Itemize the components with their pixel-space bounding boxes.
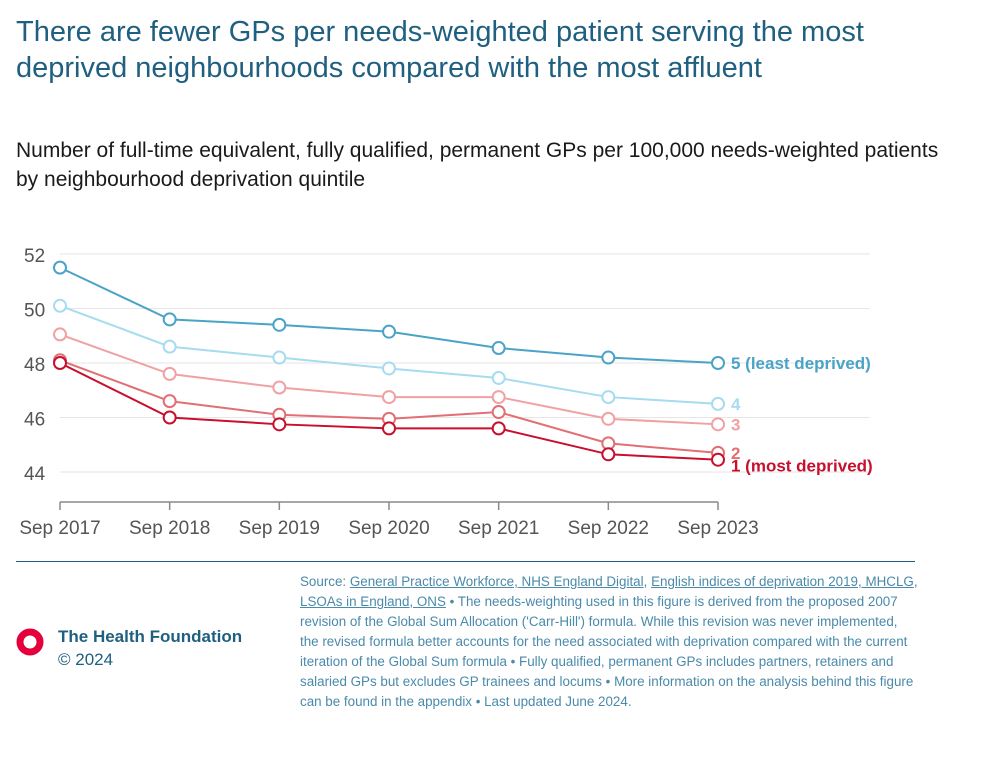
data-point <box>272 350 287 365</box>
x-tick-label: Sep 2023 <box>677 518 758 539</box>
org-name: The Health Foundation <box>58 627 243 646</box>
source-separator: , <box>913 574 918 589</box>
data-point <box>601 350 616 365</box>
data-point <box>491 341 506 356</box>
y-tick-label: 52 <box>24 246 45 267</box>
data-point <box>53 260 67 275</box>
data-point <box>162 312 177 327</box>
y-tick-label: 48 <box>24 355 45 376</box>
x-tick-label: Sep 2017 <box>19 518 100 539</box>
data-point <box>382 324 396 339</box>
source-prefix: Source: <box>300 574 350 589</box>
copyright: © 2024 <box>58 650 114 669</box>
source-link-workforce[interactable]: General Practice Workforce, NHS England … <box>349 574 644 589</box>
x-tick-label: Sep 2018 <box>129 518 210 539</box>
data-point <box>711 452 725 467</box>
data-point <box>272 317 287 332</box>
data-point <box>491 421 506 436</box>
chart-subtitle: Number of full-time equivalent, fully qu… <box>16 139 939 191</box>
series-label: 3 <box>731 415 740 434</box>
source-link-lsoas[interactable]: LSOAs in England, ONS <box>300 594 446 609</box>
series-label: 2 <box>731 444 740 463</box>
data-point <box>382 421 396 436</box>
y-tick-label: 46 <box>24 410 45 431</box>
gridlines: 44 46 48 50 52 <box>24 246 870 485</box>
source-note: Source: General Practice Workforce, NHS … <box>300 572 918 712</box>
source-link-indices[interactable]: English indices of deprivation 2019, MHC… <box>651 574 914 589</box>
data-point <box>601 390 616 405</box>
data-point <box>382 390 396 405</box>
footer-divider <box>16 561 915 562</box>
y-tick-label: 50 <box>24 301 45 322</box>
y-tick-label: 44 <box>24 464 46 485</box>
data-point <box>711 417 725 432</box>
series-line <box>59 333 719 426</box>
health-foundation-logo-icon <box>16 628 44 656</box>
data-point <box>53 327 67 342</box>
x-tick-label: Sep 2022 <box>568 518 649 539</box>
data-point <box>162 394 177 409</box>
data-point <box>272 417 287 432</box>
data-point <box>711 396 725 411</box>
x-tick-label: Sep 2021 <box>458 518 539 539</box>
data-point <box>601 411 616 426</box>
data-point <box>53 356 67 370</box>
data-point <box>162 366 177 381</box>
x-tick-label: Sep 2020 <box>348 518 429 539</box>
x-axis: Sep 2017 Sep 2018 Sep 2019 Sep 2020 Sep 2021… <box>19 501 759 539</box>
series-label: 5 (least deprived) <box>731 354 871 373</box>
data-point <box>272 380 287 395</box>
chart-title: There are fewer GPs per needs-weighted p… <box>16 16 864 84</box>
series-line <box>59 266 719 364</box>
source-separator: , <box>643 574 652 589</box>
series-labels: 5 (least deprived) 43 21 (most deprived) <box>731 354 873 476</box>
x-tick-label: Sep 2019 <box>239 518 320 539</box>
data-point <box>53 298 67 313</box>
series-line <box>59 304 719 405</box>
data-point <box>382 361 396 376</box>
data-point <box>491 390 506 405</box>
series-group <box>53 260 725 467</box>
data-point <box>162 410 177 425</box>
data-point <box>711 356 725 370</box>
data-point <box>491 405 506 420</box>
data-point <box>601 447 616 462</box>
series-label: 1 (most deprived) <box>731 457 873 476</box>
source-body: • The needs-weighting used in this figur… <box>300 594 914 709</box>
data-point <box>162 339 177 354</box>
series-label: 4 <box>731 395 741 414</box>
data-point <box>491 370 506 385</box>
